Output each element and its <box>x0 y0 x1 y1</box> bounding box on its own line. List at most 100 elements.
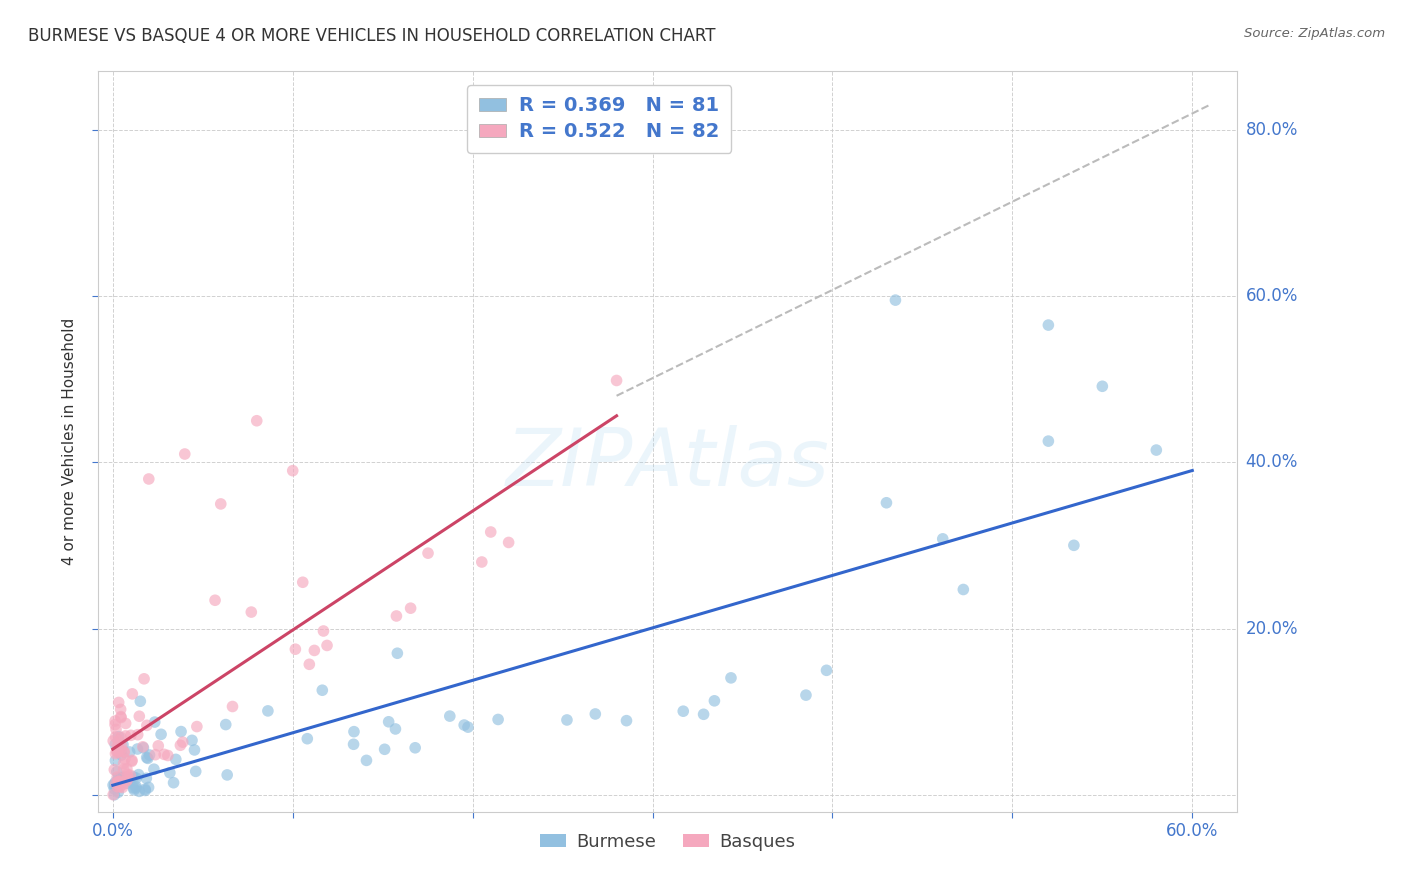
Point <box>103 788 125 802</box>
Y-axis label: 4 or more Vehicles in Household: 4 or more Vehicles in Household <box>62 318 77 566</box>
Point <box>498 535 520 549</box>
Point <box>173 447 195 461</box>
Point <box>110 709 132 723</box>
Point <box>209 497 232 511</box>
Point <box>104 747 127 761</box>
Point <box>439 709 461 723</box>
Point <box>186 720 208 734</box>
Text: 40.0%: 40.0% <box>1246 453 1298 471</box>
Point <box>159 765 181 780</box>
Point <box>107 780 129 794</box>
Point <box>107 775 129 789</box>
Point <box>138 780 160 795</box>
Point <box>127 742 149 756</box>
Point <box>104 730 127 744</box>
Point <box>291 575 314 590</box>
Point <box>132 672 155 686</box>
Point <box>103 734 125 748</box>
Point <box>121 687 143 701</box>
Point <box>399 601 422 615</box>
Point <box>101 788 124 802</box>
Point <box>217 768 239 782</box>
Point <box>111 770 134 784</box>
Point <box>104 717 127 731</box>
Point <box>125 780 148 795</box>
Point <box>135 771 157 785</box>
Point <box>129 694 152 708</box>
Point <box>153 747 176 762</box>
Point <box>479 524 502 539</box>
Point <box>281 464 304 478</box>
Point <box>952 582 974 597</box>
Point <box>118 745 141 759</box>
Point <box>128 709 150 723</box>
Point <box>1038 434 1060 449</box>
Point <box>343 724 366 739</box>
Point <box>1063 538 1085 552</box>
Point <box>815 663 838 677</box>
Point <box>107 774 129 789</box>
Point <box>284 642 307 657</box>
Point <box>108 774 131 789</box>
Point <box>794 688 817 702</box>
Point <box>107 696 129 710</box>
Point <box>110 742 132 756</box>
Point <box>110 731 132 745</box>
Point <box>134 782 156 797</box>
Point <box>112 745 135 759</box>
Point <box>172 735 194 749</box>
Point <box>672 704 695 718</box>
Point <box>117 770 139 784</box>
Point <box>143 747 166 762</box>
Point <box>125 780 148 794</box>
Point <box>110 739 132 753</box>
Point <box>138 747 160 762</box>
Point <box>105 770 128 784</box>
Point <box>374 742 396 756</box>
Point <box>150 727 173 741</box>
Point <box>142 762 165 776</box>
Point <box>246 414 269 428</box>
Point <box>127 728 149 742</box>
Point <box>134 783 156 797</box>
Text: 80.0%: 80.0% <box>1246 120 1298 138</box>
Point <box>132 739 155 754</box>
Point <box>114 752 136 766</box>
Point <box>105 764 128 779</box>
Text: ZIPAtlas: ZIPAtlas <box>506 425 830 503</box>
Point <box>110 702 132 716</box>
Point <box>1038 318 1060 332</box>
Point <box>204 593 226 607</box>
Point <box>148 739 170 753</box>
Point <box>108 780 131 794</box>
Point <box>162 775 184 789</box>
Legend: Burmese, Basques: Burmese, Basques <box>533 826 803 858</box>
Point <box>184 764 207 779</box>
Point <box>720 671 742 685</box>
Point <box>114 716 136 731</box>
Point <box>692 707 714 722</box>
Point <box>387 646 409 660</box>
Point <box>221 699 243 714</box>
Point <box>156 748 179 763</box>
Point <box>121 755 143 769</box>
Point <box>703 694 725 708</box>
Point <box>1091 379 1114 393</box>
Point <box>384 722 406 736</box>
Point <box>112 777 135 791</box>
Point <box>114 729 136 743</box>
Point <box>1144 443 1167 458</box>
Point <box>312 624 335 638</box>
Point <box>183 743 205 757</box>
Point <box>105 745 128 759</box>
Point <box>105 744 128 758</box>
Point <box>342 737 364 751</box>
Point <box>135 750 157 764</box>
Point <box>110 747 132 762</box>
Point <box>884 293 907 307</box>
Point <box>304 643 326 657</box>
Point <box>136 751 159 765</box>
Point <box>107 745 129 759</box>
Point <box>128 767 150 781</box>
Point <box>181 733 204 747</box>
